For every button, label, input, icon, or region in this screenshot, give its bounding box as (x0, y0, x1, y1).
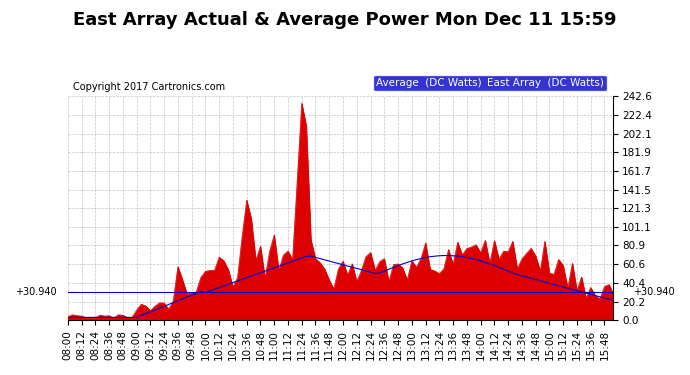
Text: +30.940: +30.940 (15, 286, 57, 297)
Legend: Average  (DC Watts), East Array  (DC Watts): Average (DC Watts), East Array (DC Watts… (373, 75, 607, 91)
Text: Copyright 2017 Cartronics.com: Copyright 2017 Cartronics.com (73, 82, 226, 92)
Text: +30.940: +30.940 (633, 286, 675, 297)
Text: East Array Actual & Average Power Mon Dec 11 15:59: East Array Actual & Average Power Mon De… (73, 11, 617, 29)
